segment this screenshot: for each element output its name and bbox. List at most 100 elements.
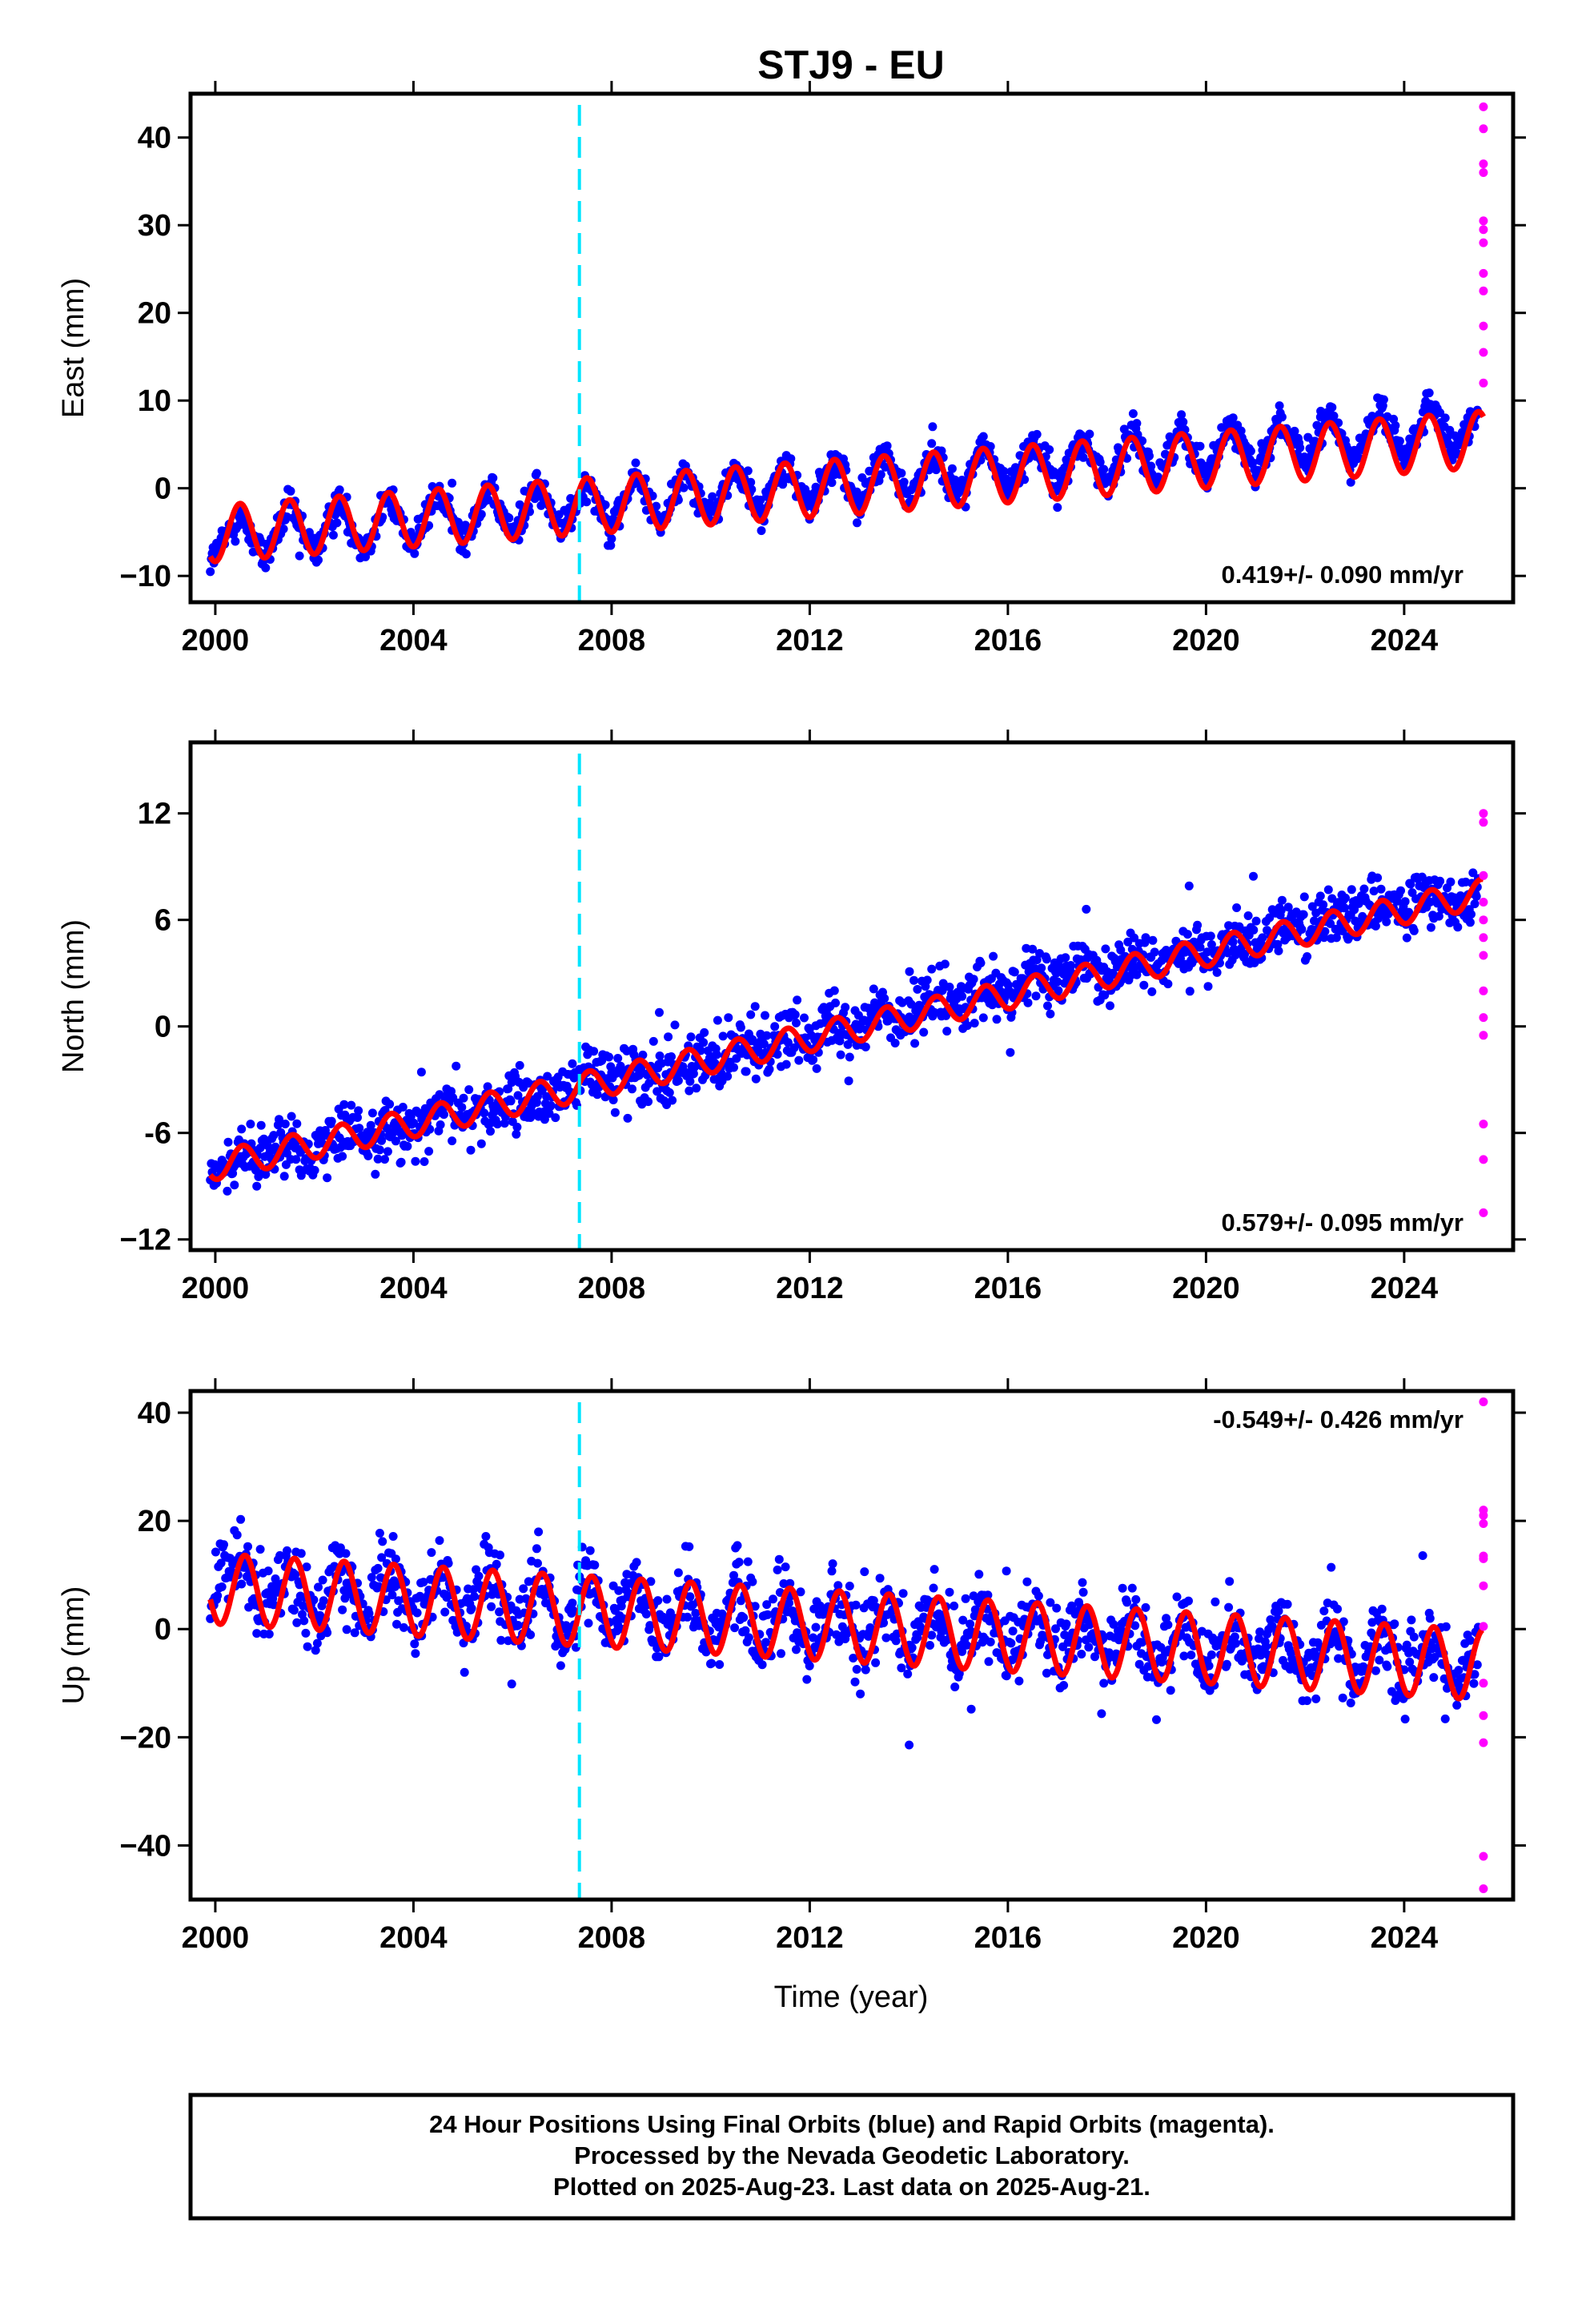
east-rapid-point bbox=[1479, 168, 1488, 177]
north-final-point bbox=[989, 951, 998, 961]
up-final-point bbox=[774, 1554, 784, 1564]
north-final-point bbox=[610, 1108, 620, 1117]
up-final-point bbox=[335, 1543, 345, 1553]
north-final-point bbox=[958, 991, 967, 1001]
north-final-point bbox=[1053, 977, 1062, 987]
up-final-point bbox=[1014, 1676, 1024, 1686]
north-final-point bbox=[913, 984, 922, 994]
up-final-point bbox=[481, 1532, 491, 1541]
north-final-point bbox=[1061, 953, 1070, 963]
north-final-point bbox=[1472, 891, 1481, 901]
north-final-point bbox=[1240, 949, 1250, 959]
north-final-point bbox=[589, 1047, 599, 1056]
up-final-point bbox=[378, 1537, 387, 1546]
north-final-point bbox=[718, 1031, 728, 1041]
north-final-point bbox=[255, 1144, 265, 1152]
up-final-point bbox=[232, 1530, 242, 1540]
north-final-point bbox=[969, 975, 978, 984]
north-final-point bbox=[1235, 922, 1244, 931]
up-final-point bbox=[891, 1636, 901, 1646]
up-final-point bbox=[296, 1549, 306, 1558]
north-final-point bbox=[835, 1036, 845, 1046]
east-final-point bbox=[1290, 426, 1299, 436]
up-final-point bbox=[504, 1636, 513, 1646]
north-final-point bbox=[696, 1046, 705, 1055]
east-frame bbox=[188, 91, 1516, 605]
north-final-point bbox=[938, 986, 947, 995]
north-final-point bbox=[686, 1032, 696, 1042]
east-final-point bbox=[614, 496, 624, 505]
north-final-point bbox=[275, 1115, 283, 1124]
up-rapid-point bbox=[1479, 1884, 1488, 1893]
north-y-tick-label: 0 bbox=[155, 1011, 171, 1044]
north-final-point bbox=[452, 1061, 461, 1071]
north-final-point bbox=[970, 1019, 979, 1028]
up-final-point bbox=[237, 1579, 247, 1589]
north-final-point bbox=[1400, 897, 1410, 907]
north-final-point bbox=[1331, 933, 1341, 943]
up-final-point bbox=[1166, 1686, 1175, 1695]
north-rapid-point bbox=[1479, 818, 1488, 827]
north-final-point bbox=[230, 1180, 239, 1190]
east-final-point bbox=[1277, 412, 1287, 422]
up-x-tick-label: 2016 bbox=[974, 1921, 1042, 1955]
up-final-point bbox=[495, 1607, 504, 1617]
north-final-point bbox=[1203, 947, 1212, 957]
north-final-point bbox=[1376, 884, 1386, 894]
north-final-point bbox=[1249, 871, 1258, 881]
up-final-point bbox=[929, 1583, 938, 1593]
east-final-point bbox=[928, 422, 938, 432]
east-final-point bbox=[631, 458, 640, 468]
north-rapid-point bbox=[1479, 986, 1488, 995]
up-final-point bbox=[513, 1621, 523, 1630]
north-y-tick-label: 6 bbox=[155, 904, 171, 938]
north-final-point bbox=[843, 1039, 853, 1049]
north-final-point bbox=[338, 1152, 347, 1161]
up-final-point bbox=[913, 1633, 922, 1642]
east-final-point bbox=[947, 464, 957, 473]
north-final-point bbox=[1323, 885, 1333, 895]
up-final-point bbox=[785, 1598, 793, 1608]
up-final-point bbox=[1274, 1606, 1283, 1616]
east-rate-label: 0.419+/- 0.090 mm/yr bbox=[1222, 561, 1464, 589]
north-final-point bbox=[291, 1155, 301, 1164]
up-final-point bbox=[283, 1546, 291, 1555]
north-final-point bbox=[1453, 923, 1463, 932]
up-final-point bbox=[950, 1601, 959, 1610]
up-final-point bbox=[897, 1663, 906, 1673]
up-final-point bbox=[850, 1677, 860, 1687]
north-final-point bbox=[1283, 903, 1293, 912]
up-final-point bbox=[271, 1574, 280, 1583]
east-final-point bbox=[1327, 403, 1337, 412]
up-y-tick-label: −40 bbox=[120, 1829, 171, 1863]
up-final-point bbox=[568, 1606, 578, 1615]
north-frame bbox=[188, 740, 1516, 1252]
east-x-tick-label: 2016 bbox=[974, 624, 1042, 657]
up-final-point bbox=[1311, 1694, 1321, 1703]
north-final-point bbox=[1315, 891, 1325, 901]
east-final-point bbox=[607, 534, 616, 544]
up-final-point bbox=[792, 1645, 801, 1655]
east-rapid-point bbox=[1479, 378, 1488, 388]
up-final-point bbox=[1207, 1650, 1216, 1659]
north-final-point bbox=[1100, 991, 1110, 1000]
north-final-point bbox=[486, 1127, 495, 1136]
up-final-point bbox=[1429, 1673, 1439, 1683]
up-final-point bbox=[1283, 1599, 1292, 1609]
east-final-point bbox=[582, 497, 592, 507]
north-final-point bbox=[678, 1062, 688, 1072]
north-final-point bbox=[1425, 897, 1435, 907]
up-final-point bbox=[1261, 1642, 1271, 1651]
north-final-point bbox=[783, 1038, 793, 1047]
up-final-point bbox=[691, 1609, 701, 1618]
up-final-point bbox=[833, 1581, 843, 1590]
north-final-point bbox=[762, 1031, 772, 1040]
east-final-point bbox=[1440, 413, 1450, 423]
east-final-point bbox=[786, 454, 796, 464]
north-final-point bbox=[483, 1082, 492, 1092]
up-final-point bbox=[966, 1704, 976, 1714]
up-final-point bbox=[970, 1605, 980, 1614]
north-final-point bbox=[906, 999, 916, 1009]
up-final-point bbox=[438, 1573, 448, 1582]
up-final-point bbox=[744, 1633, 753, 1642]
